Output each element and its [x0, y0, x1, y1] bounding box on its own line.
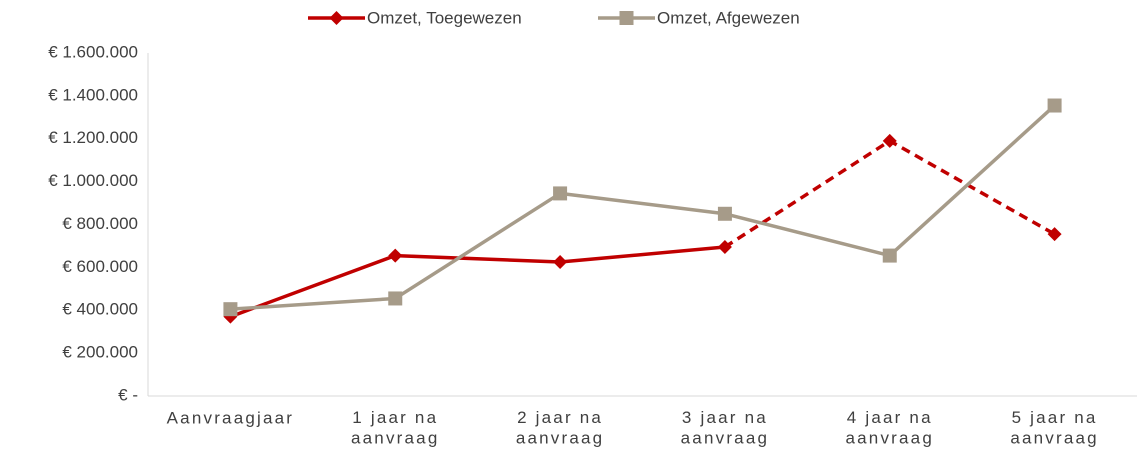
y-tick-label: € 1.400.000	[48, 85, 138, 104]
marker	[882, 133, 897, 148]
series-line	[723, 139, 1056, 249]
x-tick-label: 1 jaar na aanvraag	[351, 408, 440, 447]
marker	[223, 302, 238, 317]
marker	[388, 248, 403, 263]
marker	[1047, 98, 1062, 113]
x-tick-label: 3 jaar na aanvraag	[681, 408, 770, 447]
y-tick-label: € 200.000	[62, 343, 138, 362]
marker	[388, 291, 403, 306]
x-tick-label: 5 jaar na aanvraag	[1010, 408, 1099, 447]
x-tick-label: Aanvraagjaar	[167, 408, 295, 427]
y-tick-label: € -	[118, 385, 138, 404]
x-tick-label: 2 jaar na aanvraag	[516, 408, 605, 447]
y-tick-label: € 600.000	[62, 257, 138, 276]
y-tick-label: € 400.000	[62, 300, 138, 319]
x-tick-label: 4 jaar na aanvraag	[846, 408, 935, 447]
series-line	[229, 245, 726, 319]
marker	[717, 240, 732, 255]
legend-marker	[619, 11, 634, 25]
marker	[882, 248, 897, 263]
marker	[553, 255, 568, 270]
series-line	[230, 104, 1056, 311]
legend-label: Omzet, Toegewezen	[367, 8, 522, 27]
legend-marker	[329, 11, 344, 25]
legend-label: Omzet, Afgewezen	[657, 8, 800, 27]
marker	[1047, 227, 1062, 242]
marker	[717, 206, 732, 221]
y-tick-label: € 1.000.000	[48, 171, 138, 190]
y-tick-label: € 800.000	[62, 214, 138, 233]
y-tick-label: € 1.200.000	[48, 128, 138, 147]
marker	[553, 186, 568, 201]
y-tick-label: € 1.600.000	[48, 42, 138, 61]
